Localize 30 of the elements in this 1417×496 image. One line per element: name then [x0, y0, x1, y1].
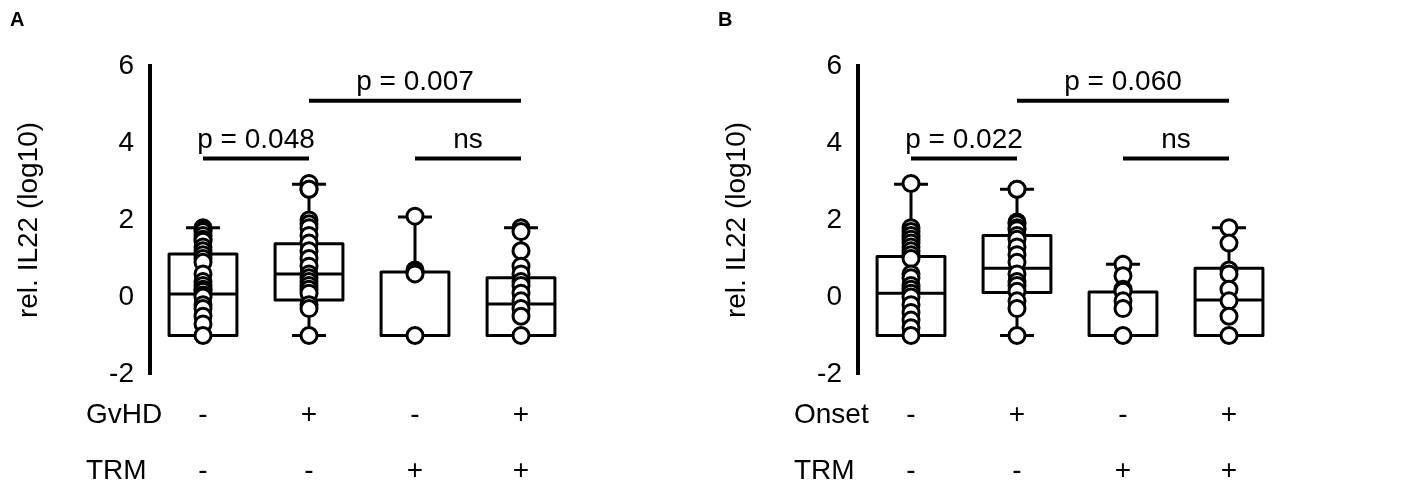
y-tick-label: 6 [826, 48, 842, 80]
x-axis-title: Onset TRM [794, 397, 869, 485]
x-tick-label: - + [406, 397, 424, 485]
x-tick-label: - + [1114, 397, 1132, 485]
x-tick-label: + - [1008, 397, 1026, 485]
chart-title: B [718, 7, 733, 30]
x-tick-label: + - [300, 397, 318, 485]
x-tick-label: + + [512, 397, 530, 485]
annotation: ns [1161, 123, 1191, 155]
y-tick-label: -2 [109, 356, 134, 388]
y-axis-title: rel. IL22 (log10) [719, 121, 751, 319]
y-tick-label: 6 [118, 48, 134, 80]
y-tick-label: 0 [118, 279, 134, 311]
annotation: p = 0.048 [197, 123, 315, 155]
y-axis-title: rel. IL22 (log10) [11, 121, 43, 319]
annotation: p = 0.060 [1064, 65, 1182, 97]
x-axis-title: GvHD TRM [86, 397, 163, 485]
y-tick-label: 2 [118, 202, 134, 234]
y-tick-label: 4 [118, 125, 134, 157]
annotation: p = 0.007 [356, 65, 474, 97]
annotation: ns [453, 123, 483, 155]
x-tick-label: + + [1220, 397, 1238, 485]
y-tick-label: -2 [817, 356, 842, 388]
y-tick-label: 2 [826, 202, 842, 234]
x-tick-label: - - [198, 397, 208, 485]
annotation: p = 0.022 [905, 123, 1023, 155]
y-tick-label: 0 [826, 279, 842, 311]
y-tick-label: 4 [826, 125, 842, 157]
chart-title: A [10, 7, 25, 30]
x-tick-label: - - [906, 397, 916, 485]
